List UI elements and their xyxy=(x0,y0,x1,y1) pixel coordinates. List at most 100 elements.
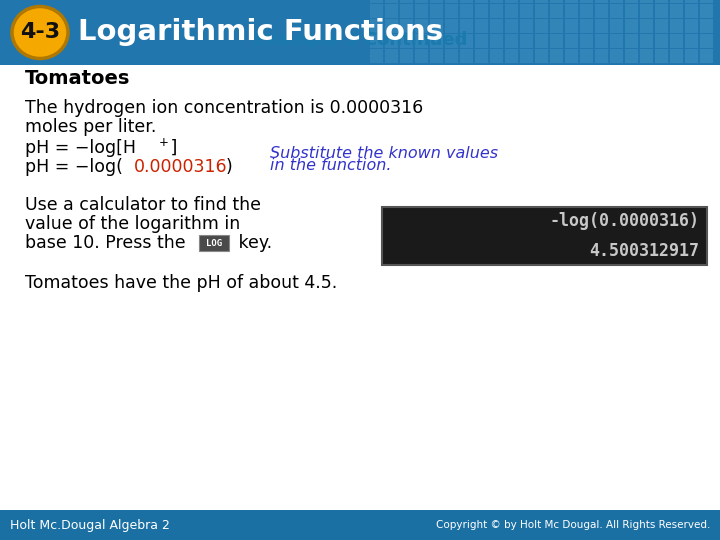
Bar xyxy=(670,4,683,18)
Text: 4-3: 4-3 xyxy=(20,23,60,43)
Bar xyxy=(520,19,533,33)
Bar xyxy=(430,49,443,63)
Bar xyxy=(550,0,563,3)
Bar xyxy=(655,0,668,3)
Bar xyxy=(475,19,488,33)
Bar xyxy=(550,4,563,18)
Bar xyxy=(535,19,548,33)
Bar xyxy=(520,49,533,63)
Bar xyxy=(460,0,473,3)
Text: LOG: LOG xyxy=(206,239,222,247)
Bar xyxy=(460,34,473,48)
Bar xyxy=(370,34,383,48)
Bar xyxy=(610,49,623,63)
Text: base 10. Press the: base 10. Press the xyxy=(25,234,186,252)
Bar xyxy=(595,49,608,63)
Bar xyxy=(385,49,398,63)
Bar xyxy=(655,4,668,18)
Text: pH = −log(: pH = −log( xyxy=(25,158,123,176)
Bar xyxy=(490,49,503,63)
Ellipse shape xyxy=(12,6,68,58)
Bar xyxy=(670,49,683,63)
Bar xyxy=(475,4,488,18)
Bar xyxy=(370,49,383,63)
Bar xyxy=(610,34,623,48)
Bar xyxy=(565,19,578,33)
Bar xyxy=(700,0,713,3)
Bar xyxy=(655,34,668,48)
Bar xyxy=(505,4,518,18)
Text: Copyright © by Holt Mc Dougal. All Rights Reserved.: Copyright © by Holt Mc Dougal. All Right… xyxy=(436,520,710,530)
Text: Use a calculator to find the: Use a calculator to find the xyxy=(25,196,261,214)
Bar xyxy=(490,19,503,33)
Bar xyxy=(475,34,488,48)
Bar xyxy=(625,34,638,48)
Bar xyxy=(640,0,653,3)
Bar xyxy=(700,19,713,33)
Bar xyxy=(685,0,698,3)
Text: Tomatoes have the pH of about 4.5.: Tomatoes have the pH of about 4.5. xyxy=(25,274,337,292)
Bar xyxy=(385,19,398,33)
Text: key.: key. xyxy=(233,234,272,252)
Text: pH = −log[H: pH = −log[H xyxy=(25,139,136,157)
Bar xyxy=(445,49,458,63)
Text: moles per liter.: moles per liter. xyxy=(25,118,156,136)
Bar xyxy=(610,0,623,3)
Bar xyxy=(520,34,533,48)
Bar xyxy=(460,19,473,33)
Bar xyxy=(595,4,608,18)
Bar xyxy=(430,4,443,18)
Bar xyxy=(685,49,698,63)
Bar xyxy=(550,49,563,63)
Bar xyxy=(370,19,383,33)
Bar xyxy=(400,0,413,3)
Text: Tomatoes: Tomatoes xyxy=(25,69,130,87)
Text: Logarithmic Functions: Logarithmic Functions xyxy=(78,18,443,46)
Bar xyxy=(580,34,593,48)
Bar xyxy=(580,0,593,3)
Text: The hydrogen ion concentration is 0.0000316: The hydrogen ion concentration is 0.0000… xyxy=(25,99,423,117)
Bar xyxy=(595,34,608,48)
Bar xyxy=(535,0,548,3)
Text: Example 5 Continued: Example 5 Continued xyxy=(253,31,467,49)
Bar xyxy=(415,19,428,33)
Bar xyxy=(655,49,668,63)
Bar xyxy=(505,0,518,3)
Bar xyxy=(580,4,593,18)
Bar xyxy=(655,19,668,33)
Bar xyxy=(625,0,638,3)
Bar xyxy=(565,4,578,18)
Bar xyxy=(700,34,713,48)
Bar xyxy=(625,49,638,63)
Bar xyxy=(520,4,533,18)
Bar xyxy=(490,0,503,3)
Bar xyxy=(445,19,458,33)
Bar xyxy=(0,510,720,540)
Bar xyxy=(385,0,398,3)
Bar xyxy=(670,34,683,48)
Bar xyxy=(445,0,458,3)
Bar xyxy=(535,34,548,48)
Bar xyxy=(445,4,458,18)
Bar xyxy=(580,49,593,63)
Text: ): ) xyxy=(226,158,233,176)
Bar xyxy=(415,34,428,48)
Bar xyxy=(370,0,383,3)
Bar xyxy=(595,0,608,3)
Bar xyxy=(670,19,683,33)
Bar xyxy=(0,0,720,65)
Bar xyxy=(400,4,413,18)
Bar xyxy=(490,34,503,48)
Text: Holt Mc.Dougal Algebra 2: Holt Mc.Dougal Algebra 2 xyxy=(10,518,170,531)
Bar xyxy=(550,34,563,48)
Bar xyxy=(385,4,398,18)
Bar xyxy=(580,19,593,33)
Bar xyxy=(460,4,473,18)
Bar xyxy=(505,34,518,48)
Bar xyxy=(670,0,683,3)
Bar xyxy=(400,49,413,63)
Bar xyxy=(415,4,428,18)
Bar xyxy=(475,49,488,63)
Text: 0.0000316: 0.0000316 xyxy=(134,158,228,176)
Bar xyxy=(625,19,638,33)
